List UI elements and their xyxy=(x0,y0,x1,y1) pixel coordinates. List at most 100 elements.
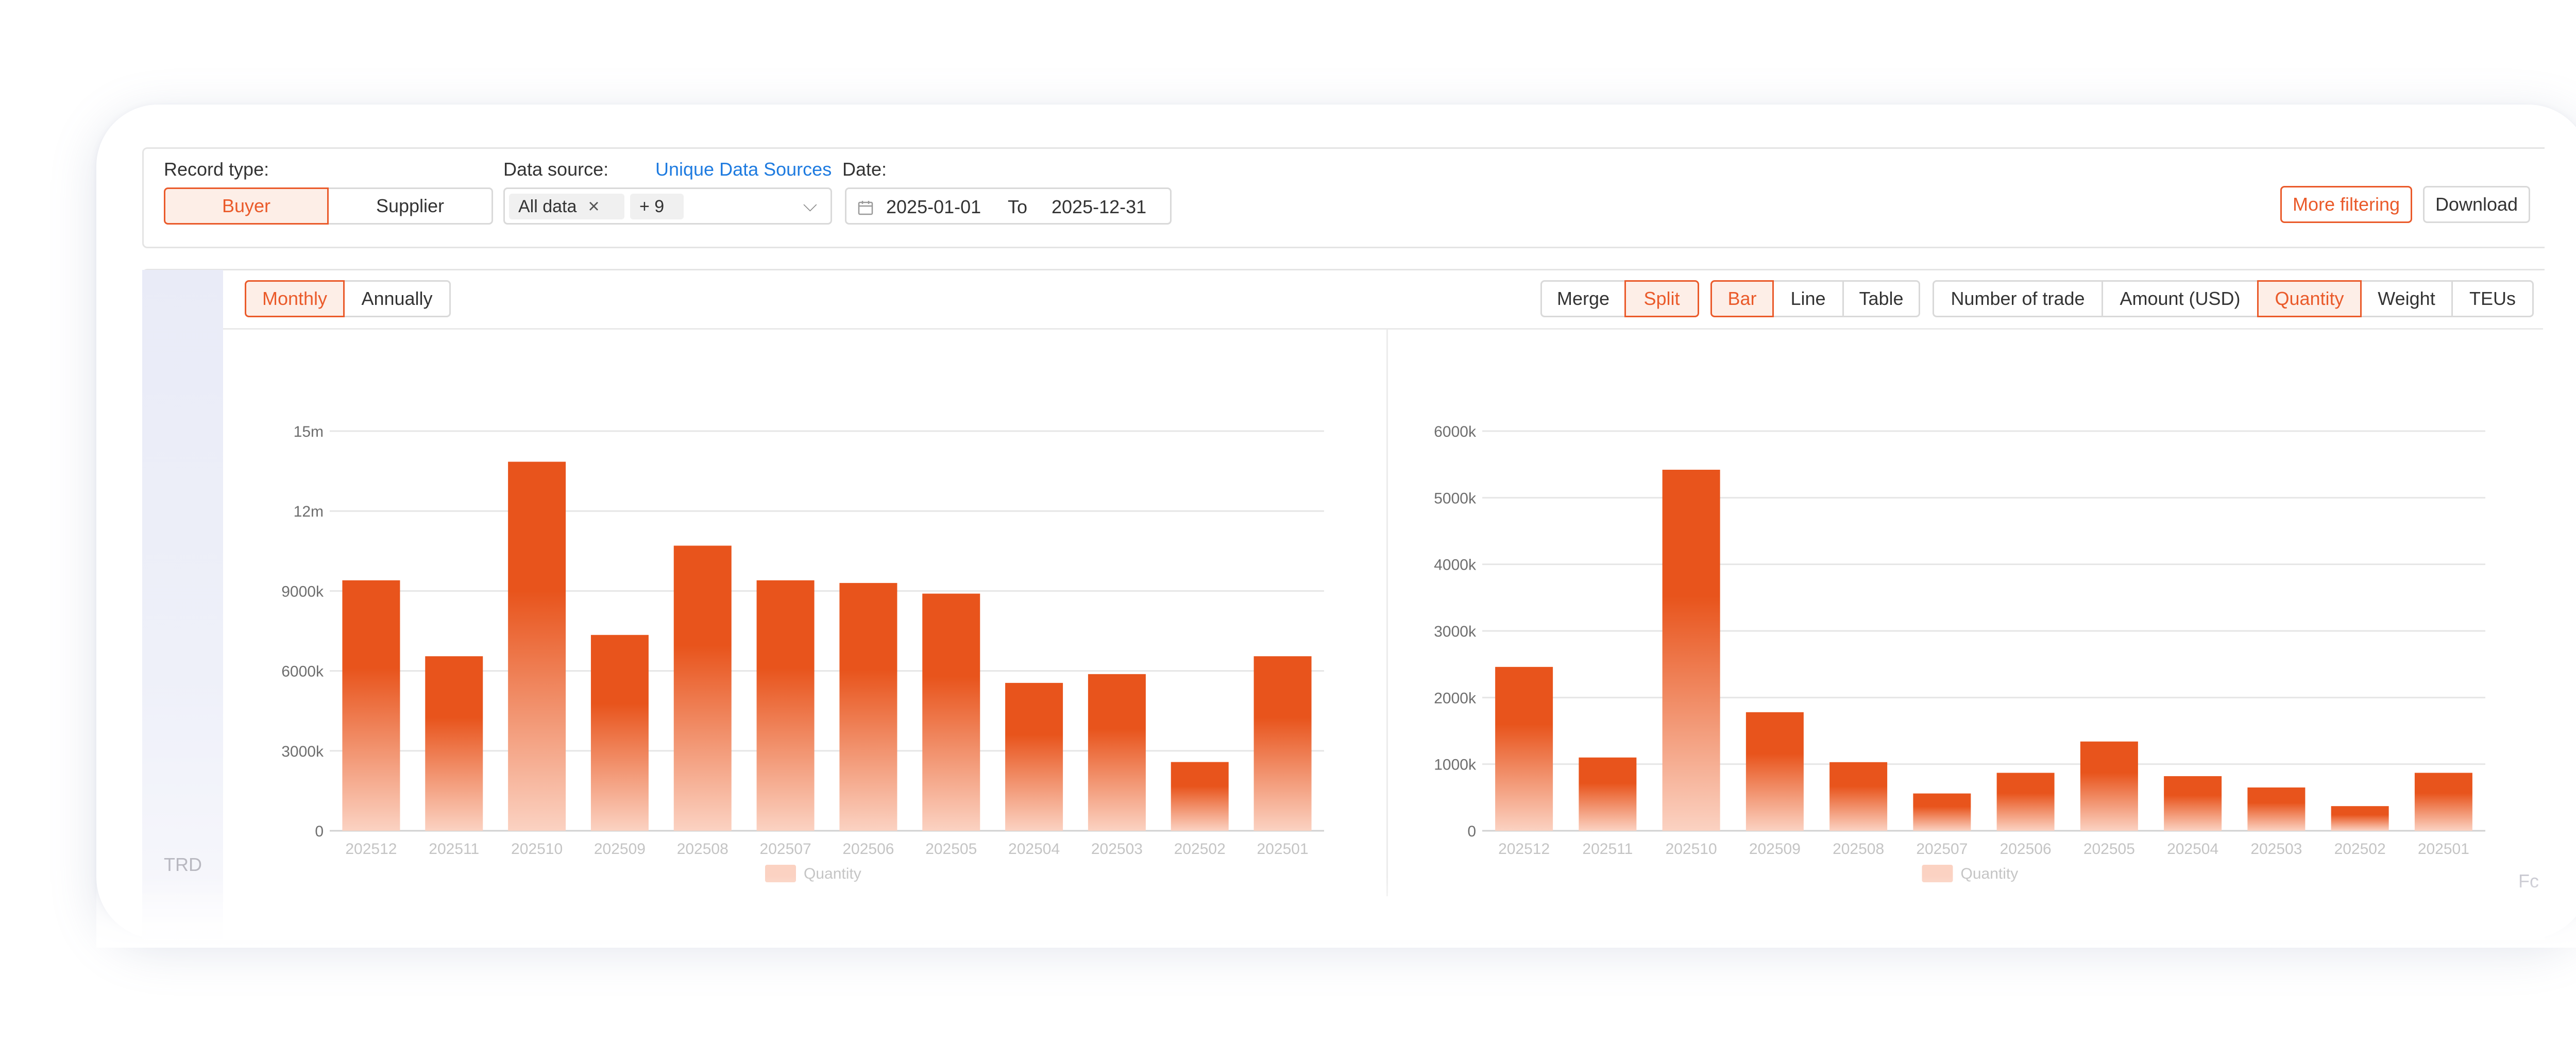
data-source-tag-more: + 9 xyxy=(630,194,684,219)
data-source-label: Data source: xyxy=(503,159,609,180)
bar[interactable] xyxy=(1662,470,1720,831)
bar[interactable] xyxy=(1913,793,1971,831)
x-tick-label: 202511 xyxy=(1582,841,1633,858)
metric-amount-button[interactable]: Amount (USD) xyxy=(2102,280,2259,317)
period-annually-button[interactable]: Annually xyxy=(343,280,451,317)
merge-split-toggle: Merge Split xyxy=(1540,280,1699,317)
bar[interactable] xyxy=(1829,762,1888,831)
chevron-down-icon[interactable]: ⌵ xyxy=(803,194,817,215)
data-source-tag-all: All data × xyxy=(509,194,624,219)
x-tick-label: 202509 xyxy=(1749,841,1801,858)
bar[interactable] xyxy=(2414,773,2472,831)
period-monthly-button[interactable]: Monthly xyxy=(245,280,345,317)
x-tick-label: 202502 xyxy=(1174,841,1226,858)
bar[interactable] xyxy=(508,461,566,831)
record-type-supplier-button[interactable]: Supplier xyxy=(327,187,493,225)
legend-swatch[interactable] xyxy=(765,865,796,882)
chart-type-table-button[interactable]: Table xyxy=(1842,280,1920,317)
x-tick-label: 202505 xyxy=(925,841,977,858)
bar[interactable] xyxy=(2080,741,2138,831)
bar[interactable] xyxy=(1005,682,1063,831)
x-tick-label: 202501 xyxy=(2418,841,2469,858)
more-filtering-button[interactable]: More filtering xyxy=(2280,186,2412,223)
record-type-buyer-button[interactable]: Buyer xyxy=(164,187,329,225)
bar[interactable] xyxy=(2164,776,2222,831)
x-tick-label: 202505 xyxy=(2083,841,2135,858)
x-tick-label: 202508 xyxy=(677,841,728,858)
download-button[interactable]: Download xyxy=(2423,186,2530,223)
chart-left: 0 3000k 6000k 9000k 12m 15m 202512 202511 202510… xyxy=(223,330,1386,896)
x-tick-label: 202508 xyxy=(1833,841,1884,858)
corner-label: Fc xyxy=(2518,870,2539,892)
bar[interactable] xyxy=(2331,806,2389,831)
quantity-bar-chart-right: 0 1000k 2000k 3000k 4000k 5000k 6000k 202512 202… xyxy=(1434,423,2485,882)
legend-swatch[interactable] xyxy=(1922,865,1953,882)
metric-number-of-trade-button[interactable]: Number of trade xyxy=(1933,280,2103,317)
bar[interactable] xyxy=(673,545,732,831)
x-tick-label: 202504 xyxy=(1008,841,1060,858)
bar[interactable] xyxy=(839,583,897,831)
y-tick-label: 9000k xyxy=(281,583,324,600)
bar[interactable] xyxy=(1171,762,1229,831)
y-tick-label: 12m xyxy=(294,503,324,520)
x-tick-label: 202511 xyxy=(429,841,479,858)
bar[interactable] xyxy=(1495,666,1553,831)
metric-quantity-button[interactable]: Quantity xyxy=(2257,280,2362,317)
legend-label[interactable]: Quantity xyxy=(1961,865,2019,882)
bar[interactable] xyxy=(342,580,400,831)
bar[interactable] xyxy=(756,580,815,831)
x-tick-label: 202503 xyxy=(2250,841,2302,858)
unique-data-sources-link[interactable]: Unique Data Sources xyxy=(655,159,832,180)
x-tick-label: 202506 xyxy=(2000,841,2052,858)
x-tick-label: 202503 xyxy=(1091,841,1143,858)
bar[interactable] xyxy=(590,635,649,831)
y-tick-label: 0 xyxy=(315,823,324,840)
bar[interactable] xyxy=(1088,674,1146,831)
bar[interactable] xyxy=(2247,787,2306,831)
record-type-toggle: Buyer Supplier xyxy=(164,187,493,225)
y-tick-label: 0 xyxy=(1467,823,1476,840)
data-source-select[interactable]: All data × + 9 ⌵ xyxy=(503,187,832,225)
calendar-icon xyxy=(858,201,873,215)
date-range-picker[interactable]: 2025-01-01 To 2025-12-31 xyxy=(845,187,1172,225)
side-label: TRD xyxy=(164,854,202,875)
bar[interactable] xyxy=(1745,712,1804,831)
tag-close-icon[interactable]: × xyxy=(588,195,600,217)
y-tick-label: 3000k xyxy=(1434,623,1477,640)
bar[interactable] xyxy=(1996,773,2055,831)
y-tick-label: 1000k xyxy=(1434,757,1477,774)
merge-button[interactable]: Merge xyxy=(1540,280,1626,317)
date-to-label: To xyxy=(1008,196,1028,217)
record-type-label: Record type: xyxy=(164,159,269,180)
metric-weight-button[interactable]: Weight xyxy=(2360,280,2453,317)
chart-type-line-button[interactable]: Line xyxy=(1772,280,1844,317)
x-tick-label: 202501 xyxy=(1257,841,1309,858)
y-tick-label: 6000k xyxy=(1434,423,1477,440)
y-tick-label: 15m xyxy=(294,423,324,440)
bar[interactable] xyxy=(922,593,980,831)
x-tick-label: 202507 xyxy=(1916,841,1968,858)
side-strip xyxy=(142,270,223,939)
tag-more-label: + 9 xyxy=(639,196,665,216)
y-tick-label: 4000k xyxy=(1434,557,1477,574)
metric-teus-button[interactable]: TEUs xyxy=(2451,280,2534,317)
y-tick-label: 3000k xyxy=(281,743,324,760)
split-button[interactable]: Split xyxy=(1624,280,1699,317)
bar[interactable] xyxy=(1579,757,1637,831)
metric-toggle: Number of trade Amount (USD) Quantity We… xyxy=(1933,280,2534,317)
x-tick-label: 202512 xyxy=(1498,841,1550,858)
toolbar-divider xyxy=(223,328,2543,330)
bar[interactable] xyxy=(425,656,483,831)
tag-label: All data xyxy=(518,196,577,216)
y-tick-label: 5000k xyxy=(1434,490,1477,507)
legend-label[interactable]: Quantity xyxy=(804,865,861,882)
date-to-value[interactable]: 2025-12-31 xyxy=(1052,196,1147,217)
date-from-value[interactable]: 2025-01-01 xyxy=(886,196,981,217)
x-tick-label: 202507 xyxy=(760,841,811,858)
chart-divider xyxy=(1386,330,1388,896)
bar[interactable] xyxy=(1253,656,1312,831)
chart-type-toggle: Bar Line Table xyxy=(1710,280,1920,317)
chart-type-bar-button[interactable]: Bar xyxy=(1710,280,1774,317)
quantity-bar-chart-left: 0 3000k 6000k 9000k 12m 15m 202512 202511 202510… xyxy=(281,423,1324,882)
y-tick-label: 6000k xyxy=(281,663,324,680)
